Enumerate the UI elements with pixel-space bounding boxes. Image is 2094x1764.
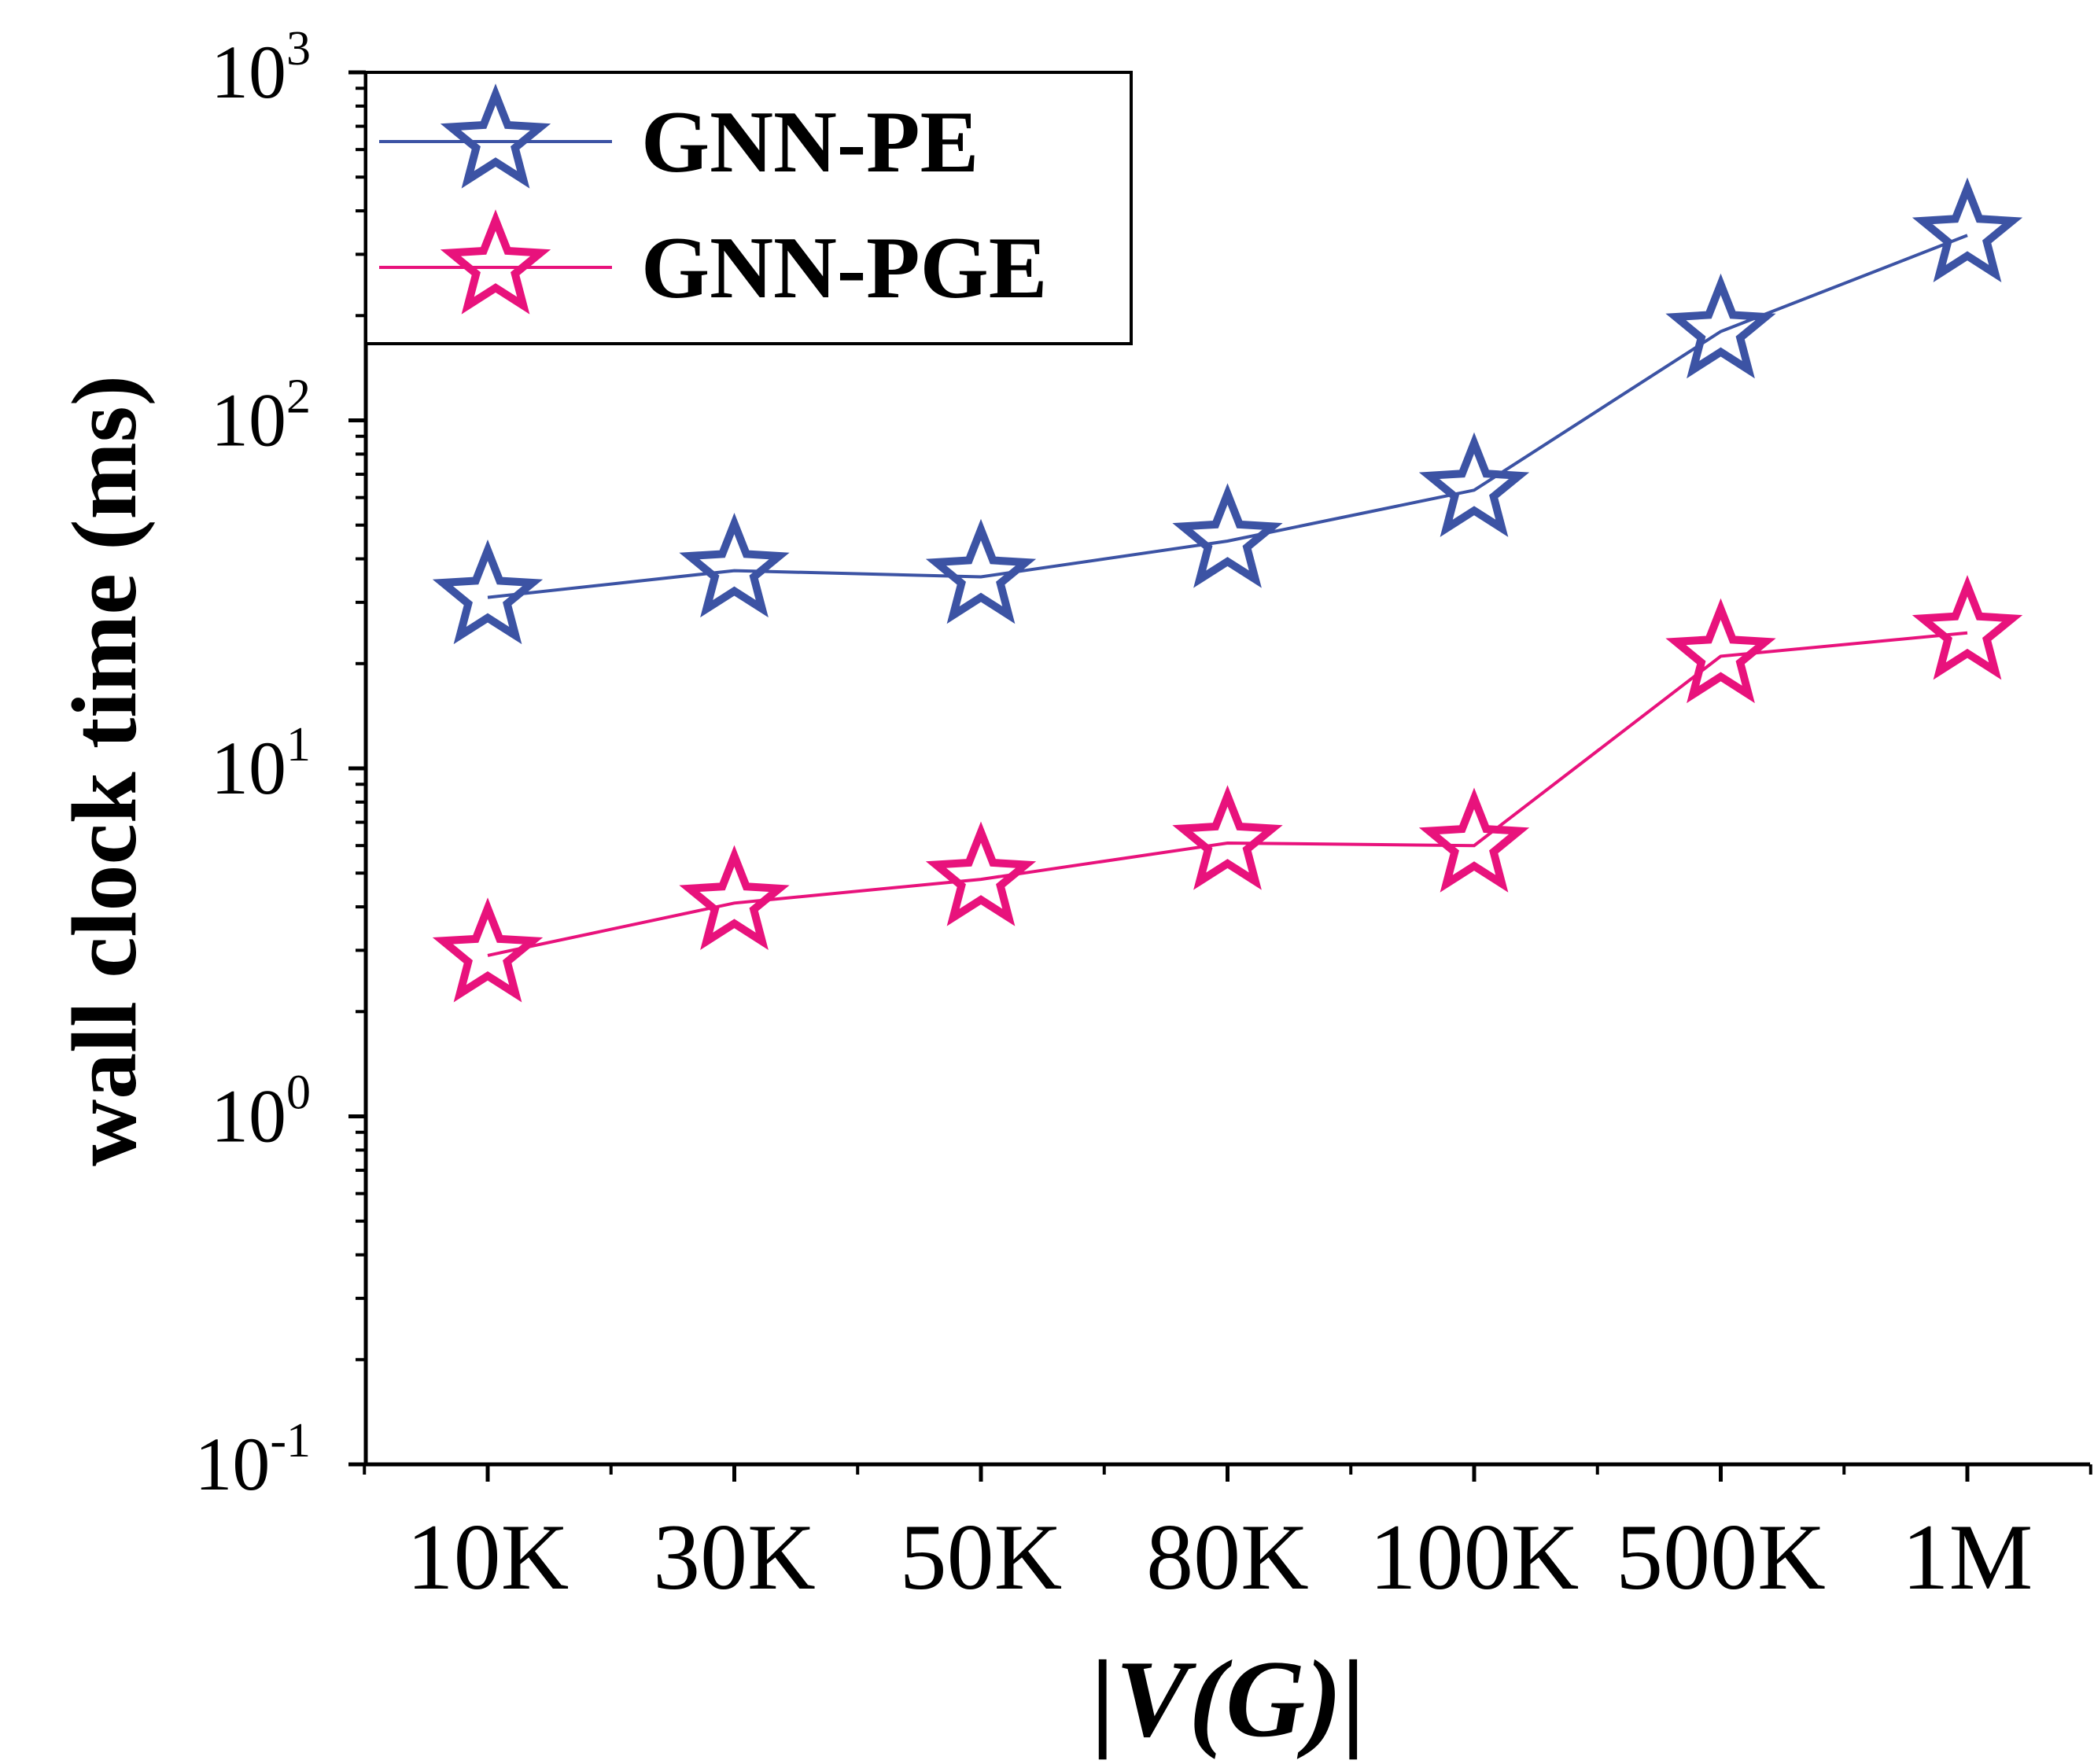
data-point-gnn-pe [1172, 483, 1283, 588]
y-tick-label: 101 [211, 718, 311, 810]
y-tick-label: 103 [211, 22, 311, 114]
data-point-gnn-pge [1418, 787, 1530, 893]
y-tick-label: 102 [211, 370, 311, 462]
legend-label: GNN-PE [641, 94, 979, 191]
data-point-gnn-pge [1665, 598, 1776, 704]
series-line-gnn-pe [487, 234, 1968, 599]
data-point-gnn-pe [679, 512, 790, 618]
axes: 10-1 100 101 102 103 10K 30K 50K 80K 100K 500K 1M |V… [53, 22, 2092, 1760]
x-tick-label: 100K [1370, 1504, 1580, 1609]
x-tick-label: 500K [1616, 1504, 1826, 1609]
data-point-gnn-pe [1418, 432, 1530, 537]
legend-box [364, 71, 1133, 345]
legend-star-icon [440, 209, 551, 315]
x-tick-label: 80K [1146, 1504, 1309, 1609]
y-tick-label: 100 [211, 1066, 311, 1158]
data-point-gnn-pge [925, 821, 1037, 926]
y-tick-label: 10-1 [194, 1414, 311, 1506]
y-axis-label: wall clock time (ms) [53, 375, 156, 1166]
x-axis-label: |V(G)| [1091, 1638, 1366, 1760]
data-point-gnn-pge [679, 845, 790, 951]
series-lines [487, 234, 1968, 957]
legend-star-icon [440, 83, 551, 189]
data-point-gnn-pe [1912, 177, 2023, 283]
data-point-gnn-pe [925, 518, 1037, 624]
data-point-gnn-pge [432, 897, 544, 1003]
legend-label: GNN-PGE [641, 219, 1047, 317]
x-tick-label: 50K [900, 1504, 1063, 1609]
data-point-gnn-pge [1172, 785, 1283, 890]
legend: GNN-PE GNN-PGE [364, 71, 1133, 345]
x-tick-label: 30K [653, 1504, 816, 1609]
data-point-gnn-pe [432, 539, 544, 645]
series-line-gnn-pge [487, 631, 1968, 957]
data-point-gnn-pe [1665, 273, 1776, 379]
data-point-gnn-pge [1912, 575, 2023, 680]
series-markers [432, 177, 2023, 1003]
x-tick-label: 10K [407, 1504, 570, 1609]
x-tick-label: 1M [1902, 1504, 2033, 1609]
